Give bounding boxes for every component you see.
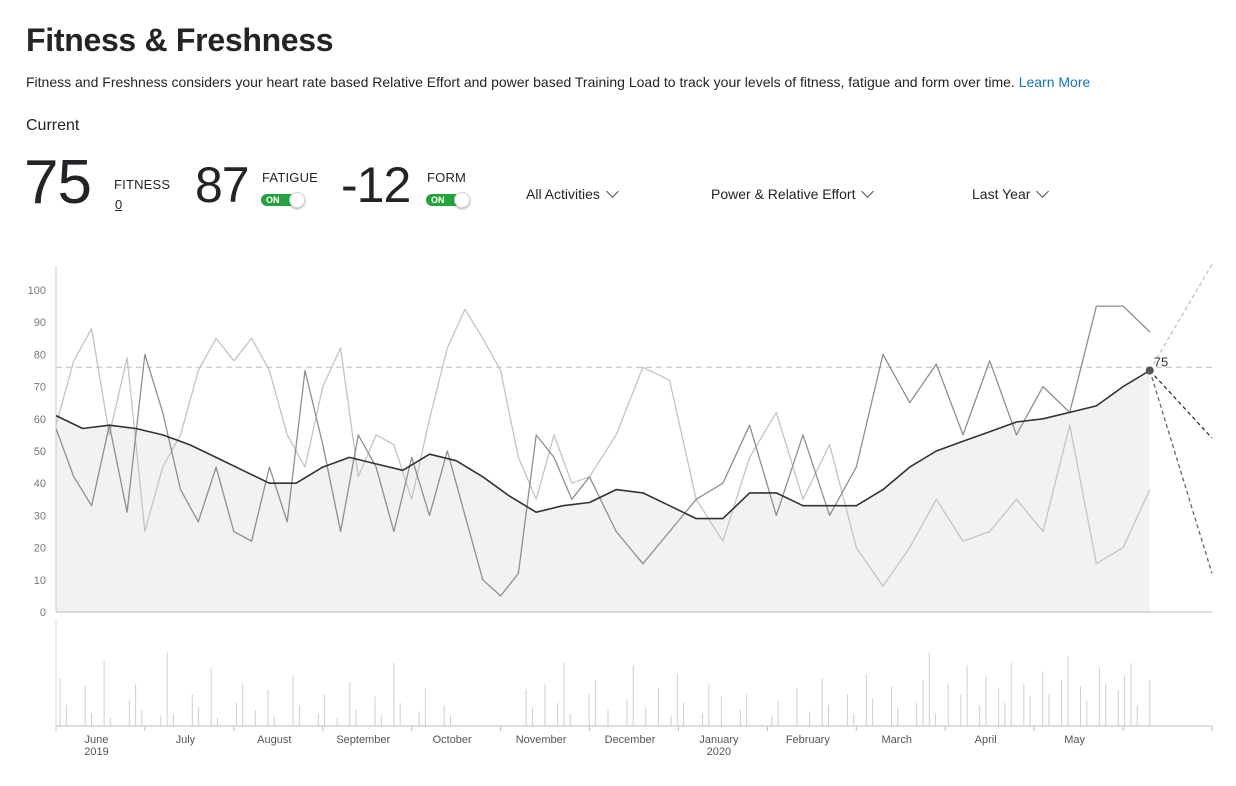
form-toggle[interactable]: ON [426, 192, 472, 208]
fatigue-value: 87 [195, 157, 250, 213]
y-tick-label: 100 [28, 285, 46, 297]
x-tick-label: July [176, 734, 196, 746]
fitness-label: FITNESS [114, 177, 171, 192]
y-tick-label: 70 [34, 382, 46, 394]
activities-dropdown-label: All Activities [526, 186, 600, 202]
y-tick-label: 30 [34, 510, 46, 522]
fatigue-label: FATIGUE [262, 170, 319, 185]
description-text: Fitness and Freshness considers your hea… [26, 74, 1015, 90]
x-tick-year-label: 2020 [707, 746, 731, 758]
x-tick-label: February [786, 734, 831, 746]
fatigue-toggle[interactable]: ON [261, 192, 307, 208]
fitness-area-layer [56, 370, 1150, 612]
y-tick-label: 90 [34, 317, 46, 329]
x-tick-label: January [699, 734, 739, 746]
form-line [55, 308, 1151, 587]
page-title: Fitness & Freshness [26, 22, 334, 58]
fitness-area [56, 370, 1150, 612]
chevron-down-icon [1036, 185, 1050, 198]
x-tick-label: August [257, 734, 291, 746]
activities-dropdown[interactable]: All Activities [526, 185, 619, 202]
x-tick-label: May [1064, 734, 1085, 746]
chevron-down-icon [606, 185, 619, 198]
load-type-dropdown[interactable]: Power & Relative Effort [711, 185, 875, 202]
series-layer [55, 263, 1213, 597]
x-tick-label: October [433, 734, 472, 746]
y-tick-label: 50 [34, 446, 46, 458]
x-tick-label: December [605, 734, 656, 746]
fatigue-toggle-text: ON [266, 195, 280, 205]
y-tick-label: 20 [34, 543, 46, 555]
x-tick-label: April [975, 734, 997, 746]
current-fitness-marker [1145, 366, 1154, 375]
chevron-down-icon [861, 185, 875, 198]
x-tick-label: June [85, 734, 109, 746]
learn-more-link[interactable]: Learn More [1018, 74, 1091, 90]
x-tick-label: March [881, 734, 912, 746]
y-tick-label: 80 [34, 349, 46, 361]
y-tick-label: 10 [34, 575, 46, 587]
fatigue-toggle-knob [289, 192, 305, 208]
load-type-dropdown-label: Power & Relative Effort [711, 186, 856, 202]
fatigue-projection [1149, 370, 1213, 574]
axes-layer: 0 10 20 30 40 50 60 70 80 90 100 [28, 266, 1212, 619]
form-toggle-text: ON [431, 195, 445, 205]
fitness-change-link[interactable]: 0 [115, 197, 123, 212]
y-tick-label: 0 [40, 607, 46, 619]
fatigue-line [55, 305, 1151, 597]
fitness-value: 75 [24, 148, 92, 217]
current-fitness-label: 75 [1154, 355, 1168, 370]
form-toggle-knob [454, 192, 470, 208]
x-tick-year-label: 2019 [84, 746, 108, 758]
current-marker-layer: 75 [1145, 355, 1168, 375]
form-value: -12 [341, 157, 411, 213]
y-tick-label: 40 [34, 478, 46, 490]
range-dropdown[interactable]: Last Year [972, 185, 1050, 202]
x-tick-label: November [516, 734, 567, 746]
y-tick-label: 60 [34, 414, 46, 426]
activity-bars-layer [55, 620, 1151, 726]
page-description: Fitness and Freshness considers your hea… [26, 74, 1090, 90]
fitness-line [55, 369, 1151, 520]
fitness-projection [1149, 370, 1213, 439]
range-dropdown-label: Last Year [972, 186, 1031, 202]
form-label: FORM [427, 170, 467, 185]
x-tick-label: September [336, 734, 390, 746]
current-label: Current [26, 117, 80, 134]
